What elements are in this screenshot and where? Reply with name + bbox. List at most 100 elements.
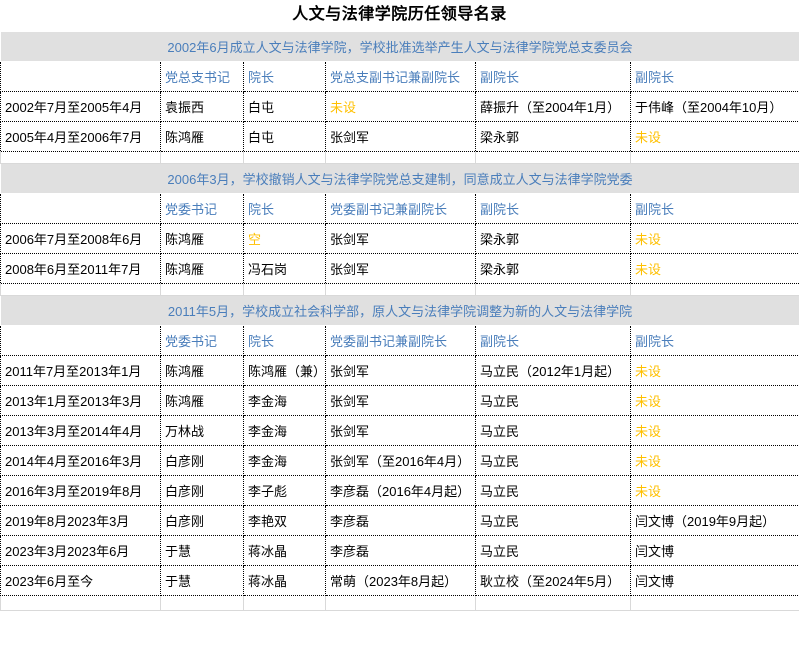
person-cell[interactable]: 李金海 <box>243 385 326 417</box>
column-header-cell[interactable]: 党总支书记 <box>160 61 244 93</box>
person-cell[interactable]: 马立民（2012年1月起） <box>475 355 631 387</box>
person-cell[interactable]: 未设 <box>630 121 799 153</box>
person-cell[interactable]: 闫文博 <box>630 565 799 597</box>
empty-cell[interactable] <box>160 596 244 611</box>
period-cell[interactable]: 2016年3月至2019年8月 <box>0 475 161 507</box>
spacer-cell[interactable] <box>0 151 161 165</box>
person-cell[interactable]: 梁永郭 <box>475 223 631 255</box>
column-header-cell[interactable]: 党委副书记兼副院长 <box>325 193 476 225</box>
period-cell[interactable]: 2013年1月至2013年3月 <box>0 385 161 417</box>
column-header-cell[interactable]: 党委副书记兼副院长 <box>325 325 476 357</box>
period-cell[interactable]: 2023年3月2023年6月 <box>0 535 161 567</box>
person-cell[interactable]: 陈鸿雁 <box>160 253 244 285</box>
person-cell[interactable]: 蒋冰晶 <box>243 565 326 597</box>
column-header-cell[interactable]: 党总支副书记兼副院长 <box>325 61 476 93</box>
person-cell[interactable]: 马立民 <box>475 475 631 507</box>
spacer-cell[interactable] <box>243 151 326 165</box>
period-cell[interactable]: 2014年4月至2016年3月 <box>0 445 161 477</box>
person-cell[interactable]: 陈鸿雁 <box>160 355 244 387</box>
person-cell[interactable]: 张剑军 <box>325 121 476 153</box>
person-cell[interactable]: 李艳双 <box>243 505 326 537</box>
period-cell[interactable]: 2008年6月至2011年7月 <box>0 253 161 285</box>
person-cell[interactable]: 张剑军 <box>325 415 476 447</box>
person-cell[interactable]: 白彦刚 <box>160 445 244 477</box>
person-cell[interactable]: 万林战 <box>160 415 244 447</box>
period-cell[interactable]: 2005年4月至2006年7月 <box>0 121 161 153</box>
empty-cell[interactable] <box>325 596 476 611</box>
column-header-cell[interactable]: 院长 <box>243 61 326 93</box>
person-cell[interactable]: 李子彪 <box>243 475 326 507</box>
column-header-cell[interactable]: 副院长 <box>630 193 799 225</box>
person-cell[interactable]: 于伟峰（至2004年10月） <box>630 91 799 123</box>
person-cell[interactable]: 李金海 <box>243 445 326 477</box>
person-cell[interactable]: 未设 <box>630 355 799 387</box>
spacer-cell[interactable] <box>475 151 631 165</box>
spacer-cell[interactable] <box>325 151 476 165</box>
column-header-cell[interactable]: 院长 <box>243 325 326 357</box>
person-cell[interactable]: 未设 <box>630 445 799 477</box>
person-cell[interactable]: 张剑军 <box>325 223 476 255</box>
column-header-cell[interactable]: 党委书记 <box>160 325 244 357</box>
person-cell[interactable]: 未设 <box>630 415 799 447</box>
person-cell[interactable]: 未设 <box>630 475 799 507</box>
person-cell[interactable]: 常萌（2023年8月起） <box>325 565 476 597</box>
person-cell[interactable]: 未设 <box>630 253 799 285</box>
empty-cell[interactable] <box>630 596 799 611</box>
column-header-cell[interactable] <box>0 193 161 225</box>
person-cell[interactable]: 未设 <box>630 385 799 417</box>
person-cell[interactable]: 白屯 <box>243 121 326 153</box>
column-header-cell[interactable]: 院长 <box>243 193 326 225</box>
person-cell[interactable]: 未设 <box>325 91 476 123</box>
period-cell[interactable]: 2023年6月至今 <box>0 565 161 597</box>
person-cell[interactable]: 白彦刚 <box>160 505 244 537</box>
column-header-cell[interactable]: 副院长 <box>630 325 799 357</box>
person-cell[interactable]: 陈鸿雁 <box>160 223 244 255</box>
spacer-cell[interactable] <box>475 283 631 297</box>
person-cell[interactable]: 陈鸿雁 <box>160 121 244 153</box>
empty-cell[interactable] <box>475 596 631 611</box>
person-cell[interactable]: 张剑军 <box>325 385 476 417</box>
person-cell[interactable]: 闫文博（2019年9月起） <box>630 505 799 537</box>
person-cell[interactable]: 冯石岗 <box>243 253 326 285</box>
person-cell[interactable]: 未设 <box>630 223 799 255</box>
person-cell[interactable]: 陈鸿雁 <box>160 385 244 417</box>
person-cell[interactable]: 白彦刚 <box>160 475 244 507</box>
person-cell[interactable]: 张剑军 <box>325 355 476 387</box>
spacer-cell[interactable] <box>160 151 244 165</box>
period-cell[interactable]: 2002年7月至2005年4月 <box>0 91 161 123</box>
person-cell[interactable]: 梁永郭 <box>475 121 631 153</box>
person-cell[interactable]: 于慧 <box>160 565 244 597</box>
column-header-cell[interactable]: 副院长 <box>630 61 799 93</box>
person-cell[interactable]: 陈鸿雁（兼） <box>243 355 326 387</box>
person-cell[interactable]: 梁永郭 <box>475 253 631 285</box>
spacer-cell[interactable] <box>160 283 244 297</box>
person-cell[interactable]: 马立民 <box>475 415 631 447</box>
person-cell[interactable]: 于慧 <box>160 535 244 567</box>
column-header-cell[interactable] <box>0 61 161 93</box>
person-cell[interactable]: 薛振升（至2004年1月） <box>475 91 631 123</box>
spacer-cell[interactable] <box>243 283 326 297</box>
period-cell[interactable]: 2013年3月至2014年4月 <box>0 415 161 447</box>
person-cell[interactable]: 张剑军（至2016年4月） <box>325 445 476 477</box>
person-cell[interactable]: 李金海 <box>243 415 326 447</box>
period-cell[interactable]: 2006年7月至2008年6月 <box>0 223 161 255</box>
spacer-cell[interactable] <box>630 283 799 297</box>
person-cell[interactable]: 马立民 <box>475 385 631 417</box>
column-header-cell[interactable]: 副院长 <box>475 325 631 357</box>
spacer-cell[interactable] <box>325 283 476 297</box>
period-cell[interactable]: 2019年8月2023年3月 <box>0 505 161 537</box>
person-cell[interactable]: 李彦磊 <box>325 535 476 567</box>
person-cell[interactable]: 空 <box>243 223 326 255</box>
person-cell[interactable]: 蒋冰晶 <box>243 535 326 567</box>
column-header-cell[interactable]: 副院长 <box>475 193 631 225</box>
person-cell[interactable]: 马立民 <box>475 505 631 537</box>
person-cell[interactable]: 张剑军 <box>325 253 476 285</box>
person-cell[interactable]: 马立民 <box>475 535 631 567</box>
person-cell[interactable]: 马立民 <box>475 445 631 477</box>
person-cell[interactable]: 闫文博 <box>630 535 799 567</box>
person-cell[interactable]: 耿立校（至2024年5月） <box>475 565 631 597</box>
column-header-cell[interactable]: 党委书记 <box>160 193 244 225</box>
column-header-cell[interactable] <box>0 325 161 357</box>
period-cell[interactable]: 2011年7月至2013年1月 <box>0 355 161 387</box>
person-cell[interactable]: 李彦磊 <box>325 505 476 537</box>
